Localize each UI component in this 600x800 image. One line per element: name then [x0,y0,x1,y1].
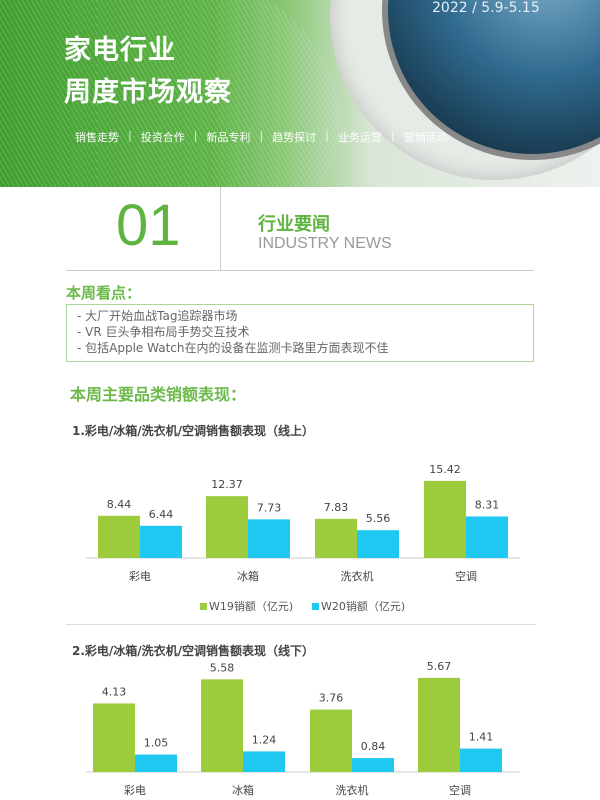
section-title: 行业要闻 [258,214,330,235]
section-subtitle: INDUSTRY NEWS [258,235,392,252]
data-label: 5.58 [210,661,235,674]
nav-separator: | [128,129,132,142]
bar [93,703,135,772]
chart1-title: 1.彩电/冰箱/洗衣机/空调销售额表现（线上） [72,424,315,438]
nav-separator: | [259,129,264,142]
bar [315,518,357,558]
data-label: 7.73 [257,501,282,514]
highlights-box: - 大厂开始血战Tag追踪器市场 - VR 巨头争相布局手势交互技术 - 包括A… [66,304,534,362]
divider [220,187,221,271]
category-label: 冰箱 [232,783,254,797]
data-label: 0.84 [361,740,386,753]
chart-online: 8.44 6.44 彩电 12.37 7.73 冰箱 7.83 5.56 洗衣机 15.42 8.3… [86,463,520,613]
highlight-item: - VR 巨头争相布局手势交互技术 [77,325,250,339]
nav-item[interactable]: 投资合作 [140,131,185,144]
category-label: 空调 [449,783,471,797]
decorative-stripes [0,0,340,187]
legend-label: W19销额（亿元) [209,599,293,613]
section-number: 01 [116,193,181,258]
title-line2: 周度市场观察 [64,77,232,108]
bar [248,519,290,558]
data-label: 15.42 [429,463,461,476]
bar [135,754,177,772]
bar [140,525,182,558]
sales-heading: 本周主要品类销额表现： [70,385,247,404]
legend-swatch [312,603,319,610]
nav-bar: 销售走势 | 投资合作 | 新品专利 | 趋势探讨 | 业务运营 | 营销活动 [66,129,457,145]
data-label: 6.44 [149,508,174,521]
chart-offline: 4.13 1.05 彩电 5.58 1.24 冰箱 3.76 0.84 洗衣机 5.67 1.41 空… [86,660,520,797]
data-label: 1.41 [469,731,494,744]
category-label: 彩电 [124,784,146,797]
nav-item[interactable]: 销售走势 [75,131,119,144]
data-label: 3.76 [319,692,344,705]
category-label: 冰箱 [237,569,259,583]
category-label: 彩电 [129,570,151,583]
data-label: 5.56 [366,512,391,525]
bar [418,677,460,772]
data-label: 8.31 [475,498,500,511]
category-label: 洗衣机 [341,569,374,583]
bar [201,679,243,772]
divider [66,624,536,625]
chart2-title: 2.彩电/冰箱/洗衣机/空调销售额表现（线下） [72,644,315,658]
title-line1: 家电行业 [64,35,176,66]
divider [66,270,534,271]
nav-item[interactable]: 新品专利 [206,131,251,144]
bar [243,751,285,772]
highlight-item: - 包括Apple Watch在内的设备在监测卡路里方面表现不佳 [77,341,389,355]
header-banner: 2022 / 5.9-5.15 家电行业 周度市场观察 销售走势 | 投资合作 | 新品… [0,0,600,187]
data-label: 4.13 [102,685,127,698]
bar [357,530,399,558]
legend-swatch [200,603,207,610]
data-label: 8.44 [107,498,132,511]
bar [352,758,394,772]
category-label: 空调 [455,569,477,583]
nav-item[interactable]: 营销活动 [403,131,448,144]
bar [98,515,140,558]
data-label: 1.24 [252,733,277,746]
nav-separator: | [390,129,395,142]
bar [424,480,466,558]
legend-label: W20销额（亿元) [321,599,405,613]
data-label: 12.37 [211,478,243,491]
bar [460,748,502,772]
nav-separator: | [325,129,329,142]
bar [310,709,352,772]
nav-separator: | [193,129,198,142]
nav-item[interactable]: 业务运营 [337,131,382,144]
data-label: 5.67 [427,660,452,673]
highlights-heading: 本周看点： [66,284,142,302]
bar [206,496,248,558]
category-label: 洗衣机 [336,783,369,797]
nav-item[interactable]: 趋势探讨 [272,131,317,144]
bar [466,516,508,558]
date-range: 2022 / 5.9-5.15 [432,0,540,16]
highlight-item: - 大厂开始血战Tag追踪器市场 [77,309,238,323]
data-label: 7.83 [324,501,349,514]
data-label: 1.05 [144,737,169,750]
